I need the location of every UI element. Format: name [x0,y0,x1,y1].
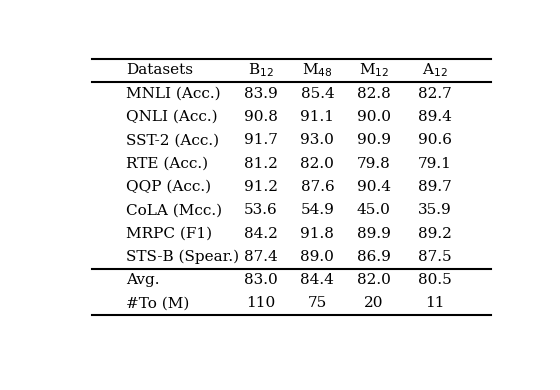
Text: 80.5: 80.5 [418,273,451,287]
Text: 11: 11 [425,296,444,310]
Text: 90.4: 90.4 [357,180,391,194]
Text: Avg.: Avg. [127,273,160,287]
Text: 81.2: 81.2 [244,157,278,171]
Text: 82.0: 82.0 [357,273,391,287]
Text: 89.4: 89.4 [418,110,451,124]
Text: 90.0: 90.0 [357,110,391,124]
Text: QQP (Acc.): QQP (Acc.) [127,180,212,194]
Text: M$_{12}$: M$_{12}$ [359,62,389,79]
Text: 79.1: 79.1 [418,157,451,171]
Text: MRPC (F1): MRPC (F1) [127,227,213,241]
Text: Datasets: Datasets [127,64,193,78]
Text: 83.0: 83.0 [244,273,278,287]
Text: 54.9: 54.9 [301,203,334,217]
Text: 83.9: 83.9 [244,87,278,101]
Text: 35.9: 35.9 [418,203,451,217]
Text: M$_{48}$: M$_{48}$ [302,62,333,79]
Text: 86.9: 86.9 [357,250,391,264]
Text: 82.7: 82.7 [418,87,451,101]
Text: 84.2: 84.2 [244,227,278,241]
Text: RTE (Acc.): RTE (Acc.) [127,157,208,171]
Text: MNLI (Acc.): MNLI (Acc.) [127,87,221,101]
Text: QNLI (Acc.): QNLI (Acc.) [127,110,218,124]
Text: 91.7: 91.7 [244,133,278,147]
Text: 84.4: 84.4 [301,273,334,287]
Text: 53.6: 53.6 [244,203,278,217]
Text: 90.9: 90.9 [357,133,391,147]
Text: 89.9: 89.9 [357,227,391,241]
Text: 89.7: 89.7 [418,180,451,194]
Text: CoLA (Mcc.): CoLA (Mcc.) [127,203,222,217]
Text: #To (M): #To (M) [127,296,190,310]
Text: 93.0: 93.0 [301,133,334,147]
Text: 85.4: 85.4 [301,87,334,101]
Text: 79.8: 79.8 [357,157,391,171]
Text: 89.2: 89.2 [418,227,451,241]
Text: 91.8: 91.8 [301,227,334,241]
Text: 91.1: 91.1 [300,110,334,124]
Text: 75: 75 [308,296,327,310]
Text: 45.0: 45.0 [357,203,391,217]
Text: 110: 110 [246,296,276,310]
Text: STS-B (Spear.): STS-B (Spear.) [127,250,240,264]
Text: 87.5: 87.5 [418,250,451,264]
Text: SST-2 (Acc.): SST-2 (Acc.) [127,133,220,147]
Text: 89.0: 89.0 [301,250,334,264]
Text: 90.8: 90.8 [244,110,278,124]
Text: 87.4: 87.4 [244,250,278,264]
Text: 87.6: 87.6 [301,180,334,194]
Text: 20: 20 [364,296,384,310]
Text: 91.2: 91.2 [244,180,278,194]
Text: 90.6: 90.6 [418,133,451,147]
Text: B$_{12}$: B$_{12}$ [248,62,274,79]
Text: 82.0: 82.0 [301,157,334,171]
Text: A$_{12}$: A$_{12}$ [422,62,447,79]
Text: 82.8: 82.8 [357,87,391,101]
